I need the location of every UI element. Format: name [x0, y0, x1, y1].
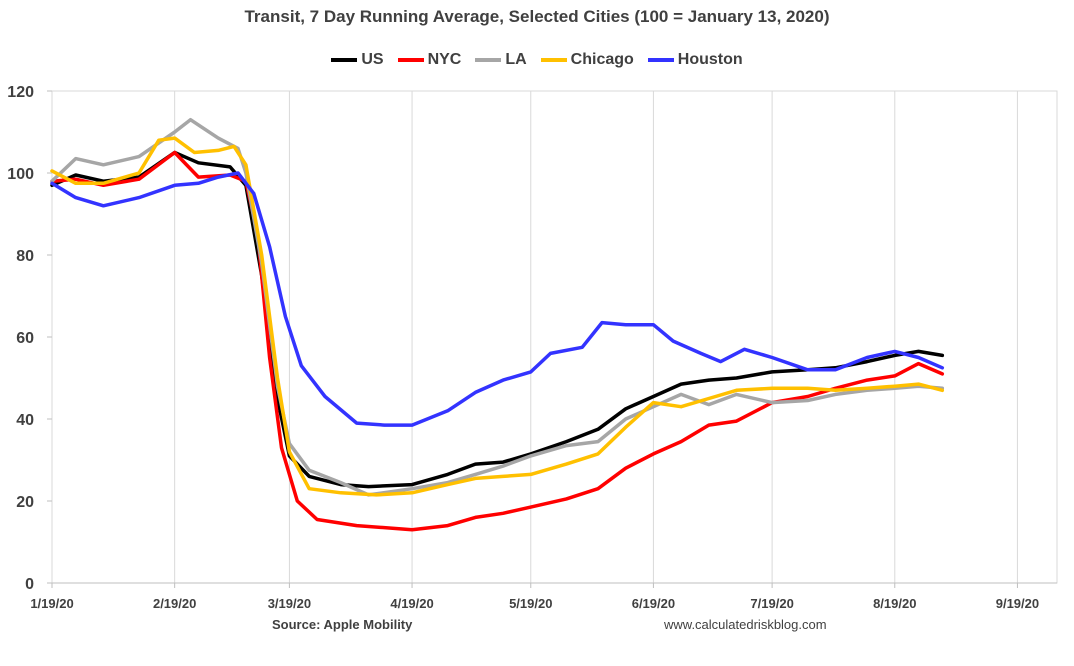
legend-item-nyc: NYC — [397, 51, 462, 69]
x-tick-label: 4/19/20 — [390, 596, 433, 611]
legend-swatch-chicago — [540, 58, 567, 62]
y-tick-label: 40 — [16, 412, 34, 429]
legend-label-chicago: Chicago — [570, 51, 634, 68]
legend-item-us: US — [331, 51, 384, 69]
x-tick-label: 9/19/20 — [996, 596, 1039, 611]
x-tick-label: 7/19/20 — [750, 596, 793, 611]
legend-label-us: US — [361, 51, 384, 68]
y-tick-label: 0 — [25, 576, 34, 593]
source-note: Source: Apple Mobility — [272, 617, 413, 632]
y-tick-label: 100 — [7, 166, 34, 183]
series-line-houston — [50, 171, 945, 427]
y-tick-label: 20 — [16, 494, 34, 511]
legend-swatch-us — [331, 58, 358, 62]
series-line-nyc — [50, 150, 945, 532]
x-tick-label: 5/19/20 — [509, 596, 552, 611]
chart-title: Transit, 7 Day Running Average, Selected… — [244, 7, 830, 26]
legend-label-nyc: NYC — [427, 51, 462, 68]
axis-layer: 1/19/20 2/19/20 3/19/20 4/19/20 5/19/20 6/19/… — [7, 84, 1057, 611]
y-tick-label: 120 — [7, 84, 34, 101]
x-tick-label: 8/19/20 — [873, 596, 916, 611]
series-line-chicago — [50, 136, 945, 497]
legend-swatch-nyc — [397, 58, 424, 62]
legend-item-houston: Houston — [647, 51, 743, 69]
x-tick-label: 1/19/20 — [30, 596, 73, 611]
series-line-us — [50, 150, 945, 489]
chart-legend: US NYC LA Chicago Houston — [0, 51, 1074, 69]
y-tick-label: 60 — [16, 330, 34, 347]
site-url: www.calculatedriskblog.com — [664, 617, 827, 632]
series-line-la — [50, 117, 945, 497]
legend-swatch-la — [475, 58, 502, 62]
series-layer — [50, 117, 945, 532]
y-tick-label: 80 — [16, 248, 34, 265]
legend-item-la: LA — [475, 51, 527, 69]
x-tick-label: 6/19/20 — [632, 596, 675, 611]
legend-label-la: LA — [505, 51, 527, 68]
legend-label-houston: Houston — [677, 51, 743, 68]
legend-swatch-houston — [647, 58, 674, 62]
legend-item-chicago: Chicago — [540, 51, 634, 69]
x-tick-label: 3/19/20 — [268, 596, 311, 611]
x-tick-label: 2/19/20 — [153, 596, 196, 611]
